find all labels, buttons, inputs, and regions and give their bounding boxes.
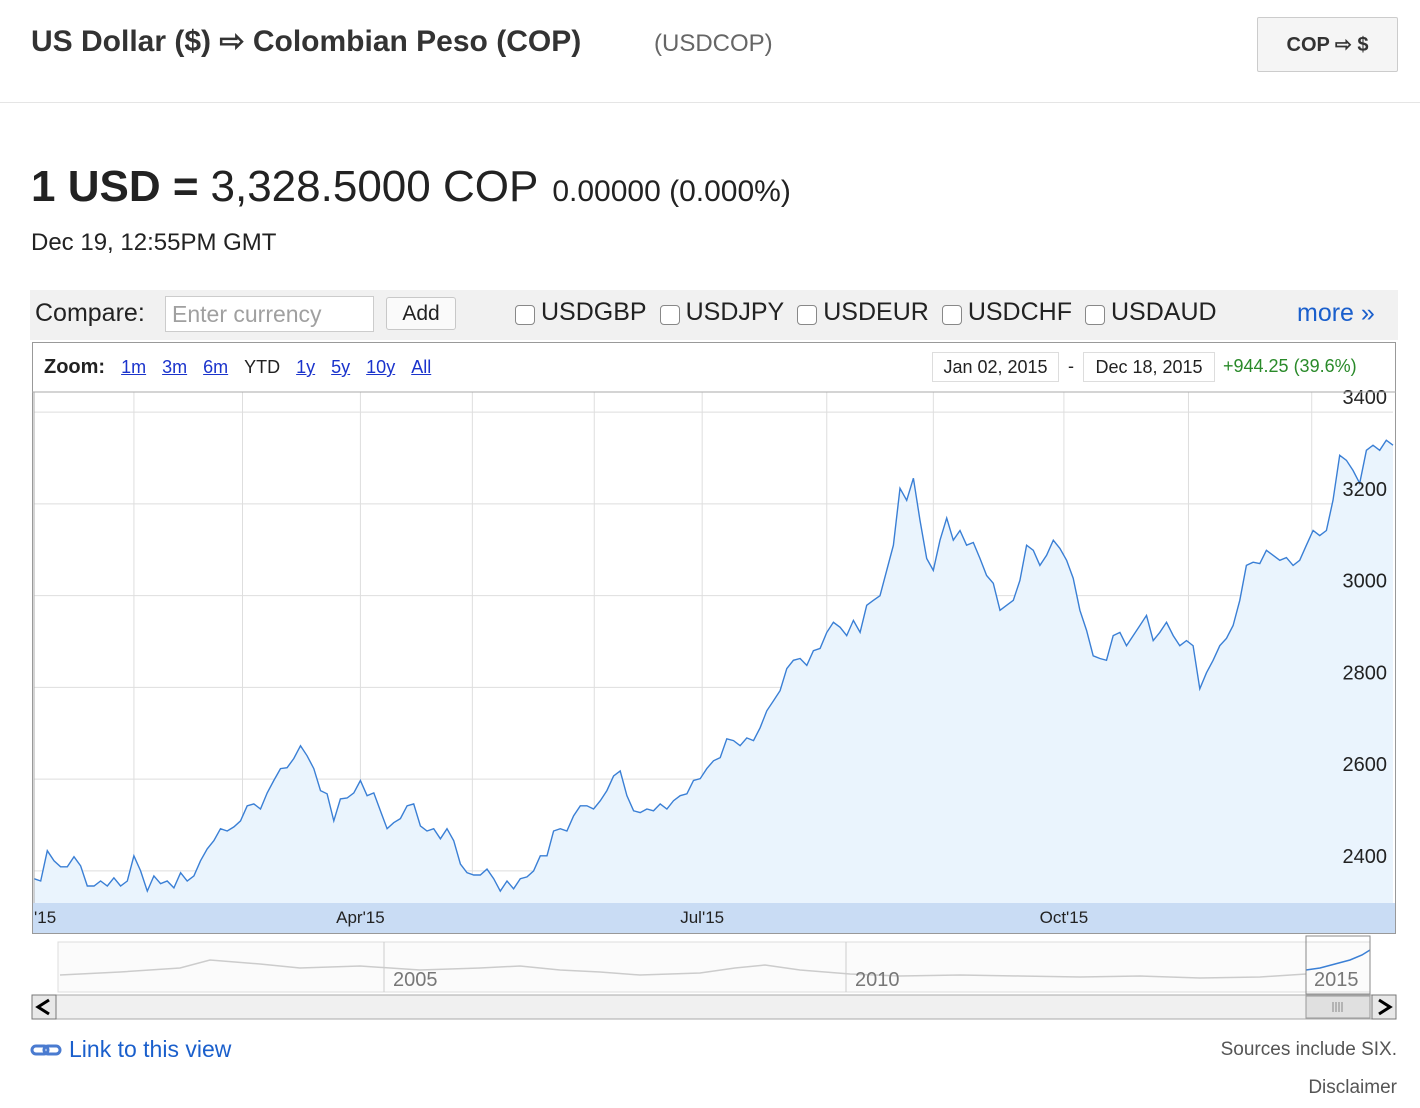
- thumb-grip: [1332, 1002, 1343, 1012]
- quote-base: 1 USD =: [31, 162, 199, 211]
- zoom-label: Zoom:: [44, 356, 106, 378]
- range-start[interactable]: Jan 02, 2015: [932, 352, 1059, 382]
- compare-options: USDGBP USDJPY USDEUR USDCHF USDAUD: [515, 298, 1230, 327]
- scroll-right[interactable]: [1371, 994, 1397, 1020]
- quote-time: Dec 19, 12:55PM GMT: [31, 229, 277, 256]
- compare-option-label[interactable]: USDGBP: [541, 298, 647, 326]
- x-axis-band: [33, 903, 1395, 933]
- currency-input[interactable]: Enter currency: [165, 296, 374, 332]
- y-tick-label: 3000: [1343, 571, 1388, 593]
- compare-option[interactable]: USDJPY: [659, 298, 785, 327]
- x-tick-label: '15: [34, 908, 56, 927]
- navigator-line: [59, 959, 1307, 979]
- link-view[interactable]: Link to this view: [30, 1036, 231, 1063]
- checkbox[interactable]: [515, 304, 535, 325]
- y-tick-label: 2400: [1343, 846, 1388, 868]
- plot-area: 2400 2600 2800 3000 3200 3400 '15 Apr'15 Jul'15 O…: [32, 387, 1396, 933]
- navigator-selection-line: [1305, 949, 1371, 971]
- more-link[interactable]: more »: [1297, 299, 1375, 327]
- x-tick-label: Oct'15: [1040, 908, 1089, 927]
- checkbox[interactable]: [797, 304, 818, 325]
- zoom-link[interactable]: All: [411, 357, 432, 377]
- scrollbar: [31, 994, 1397, 1020]
- add-button[interactable]: Add: [386, 297, 456, 330]
- symbol: (USDCOP): [654, 30, 773, 57]
- range-end[interactable]: Dec 18, 2015: [1083, 352, 1215, 382]
- navigator: [57, 941, 1371, 993]
- scrollbar-thumb[interactable]: [1305, 995, 1371, 1019]
- y-tick-label: 2600: [1343, 754, 1388, 776]
- y-tick-label: 3400: [1343, 387, 1388, 409]
- scroll-left[interactable]: [31, 994, 57, 1020]
- y-tick-label: 3200: [1343, 479, 1388, 501]
- separator: [0, 102, 1420, 103]
- zoom-bar: Zoom: 1m 3m 6m YTD 1y 5y 10y All: [44, 356, 447, 379]
- page-title: US Dollar ($) ⇨ Colombian Peso (COP): [31, 25, 582, 58]
- compare-option[interactable]: USDEUR: [797, 298, 929, 327]
- quote-rate: 3,328.5000 COP: [210, 162, 539, 211]
- quote: 1 USD = 3,328.5000 COP 0.00000 (0.000%): [31, 162, 791, 212]
- navigator-window[interactable]: [1305, 935, 1371, 995]
- navigator-label: 2005: [393, 969, 438, 991]
- compare-option-label[interactable]: USDCHF: [967, 298, 1072, 326]
- disclaimer[interactable]: Disclaimer: [1308, 1077, 1397, 1098]
- navigator-label: 2010: [855, 969, 900, 991]
- compare-option-label[interactable]: USDJPY: [685, 298, 785, 326]
- zoom-link[interactable]: 5y: [331, 357, 351, 377]
- compare-bar: Compare: Enter currency Add USDGBP USDJPY…: [30, 290, 1398, 340]
- checkbox[interactable]: [659, 304, 680, 325]
- price-line: [33, 439, 1394, 894]
- compare-option-label[interactable]: USDAUD: [1110, 298, 1217, 326]
- area-fill: [34, 440, 1393, 903]
- zoom-link[interactable]: 10y: [366, 357, 396, 377]
- compare-option[interactable]: USDCHF: [941, 298, 1072, 327]
- checkbox[interactable]: [941, 304, 962, 325]
- scroll-left-arrow: [35, 998, 50, 1016]
- sources: Sources include SIX.: [1220, 1039, 1397, 1060]
- x-tick-label: Jul'15: [680, 908, 724, 927]
- zoom-link[interactable]: 1y: [296, 357, 316, 377]
- checkbox[interactable]: [1084, 304, 1105, 325]
- range-separator: -: [1068, 356, 1074, 376]
- x-tick-label: Apr'15: [336, 908, 385, 927]
- navigator-label: 2015: [1314, 969, 1359, 991]
- range-change: +944.25 (39.6%): [1223, 356, 1357, 376]
- compare-option[interactable]: USDGBP: [515, 298, 647, 327]
- zoom-link[interactable]: 6m: [203, 357, 229, 377]
- link-icon: [30, 1044, 62, 1055]
- compare-option[interactable]: USDAUD: [1084, 298, 1217, 327]
- scroll-right-arrow: [1378, 998, 1393, 1016]
- quote-change: 0.00000 (0.000%): [552, 175, 791, 208]
- link-text[interactable]: Link to this view: [69, 1036, 232, 1062]
- zoom-link[interactable]: 1m: [121, 357, 147, 377]
- y-tick-label: 2800: [1343, 662, 1388, 684]
- chart-frame: [32, 342, 1396, 934]
- zoom-link: YTD: [244, 357, 281, 377]
- zoom-link[interactable]: 3m: [162, 357, 188, 377]
- compare-label: Compare:: [35, 299, 145, 327]
- compare-option-label[interactable]: USDEUR: [823, 298, 929, 326]
- swap-button[interactable]: COP ⇨ $: [1257, 17, 1398, 72]
